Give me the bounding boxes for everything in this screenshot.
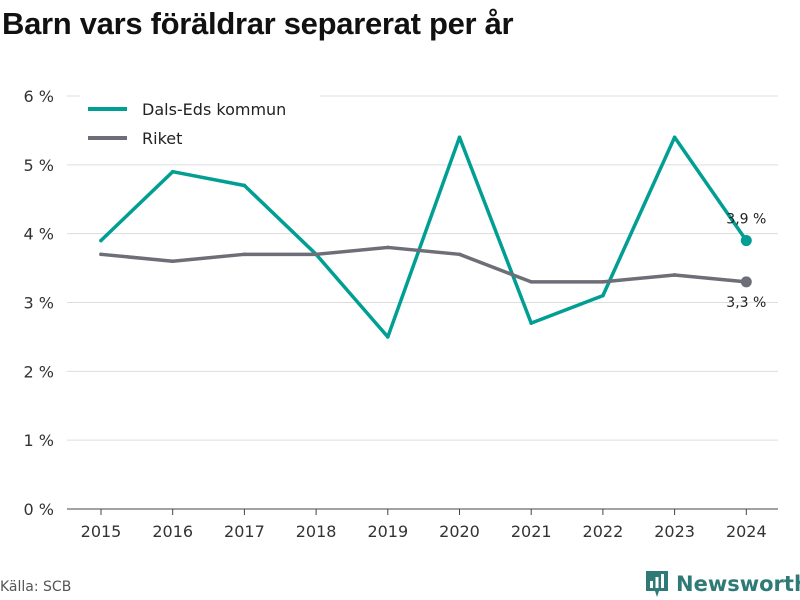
x-tick-label: 2022: [583, 522, 624, 541]
data-point: [314, 252, 318, 257]
gridlines: [67, 95, 778, 510]
y-tick-label: 4 %: [24, 225, 54, 244]
x-tick-label: 2024: [726, 522, 767, 541]
source-note: Källa: SCB: [0, 579, 72, 595]
legend-label: Dals-Eds kommun: [142, 100, 286, 119]
y-tick-label: 3 %: [24, 294, 54, 313]
series-end-marker: [740, 235, 752, 247]
x-tick-label: 2023: [654, 522, 695, 541]
y-tick-label: 5 %: [24, 156, 54, 175]
newsworthy-logo-icon: [646, 571, 668, 597]
data-point: [386, 335, 390, 339]
data-point: [457, 135, 462, 140]
data-point: [242, 183, 247, 188]
data-point: [672, 135, 677, 140]
data-point: [170, 169, 175, 174]
series-line-0: [99, 135, 749, 339]
series-lines: 3,9 % 3,3 %: [99, 135, 766, 339]
y-axis: 0 % 1 % 2 % 3 % 4 % 5 % 6 %: [24, 87, 54, 519]
data-point: [170, 259, 175, 264]
data-point: [386, 245, 390, 250]
x-tick-label: 2019: [367, 522, 408, 541]
x-tick-label: 2020: [439, 522, 480, 541]
y-tick-label: 0 %: [24, 500, 54, 519]
brand-logo[interactable]: Newsworthy: [644, 569, 800, 599]
y-tick-label: 2 %: [24, 362, 54, 381]
brand-name: Newsworthy: [676, 572, 800, 596]
series-line-1: [99, 245, 749, 284]
end-value-label: 3,3 %: [726, 295, 766, 311]
data-point: [242, 252, 247, 257]
x-tick-label: 2018: [296, 522, 337, 541]
y-tick-label: 6 %: [24, 87, 54, 106]
data-point: [601, 293, 605, 298]
x-tick-label: 2015: [81, 522, 122, 541]
y-tick-label: 1 %: [24, 431, 54, 450]
data-point: [99, 252, 103, 257]
data-point: [99, 238, 103, 243]
x-tick-label: 2016: [152, 522, 193, 541]
series-end-marker: [740, 276, 752, 288]
data-point: [601, 280, 605, 284]
data-point: [529, 280, 533, 284]
data-point: [529, 321, 533, 325]
x-tick-label: 2017: [224, 522, 265, 541]
legend: Dals-Eds kommun Riket: [80, 94, 320, 156]
legend-label: Riket: [142, 129, 182, 148]
data-point: [457, 252, 462, 257]
x-axis: 2015 2016 2017 2018 2019 2020 2021 2022 2023 2024: [81, 509, 767, 541]
x-tick-label: 2021: [511, 522, 552, 541]
chart-title: Barn vars föräldrar separerat per år: [2, 6, 514, 41]
data-point: [672, 273, 677, 277]
legend-background: [80, 94, 320, 156]
end-value-label: 3,9 %: [726, 212, 766, 228]
